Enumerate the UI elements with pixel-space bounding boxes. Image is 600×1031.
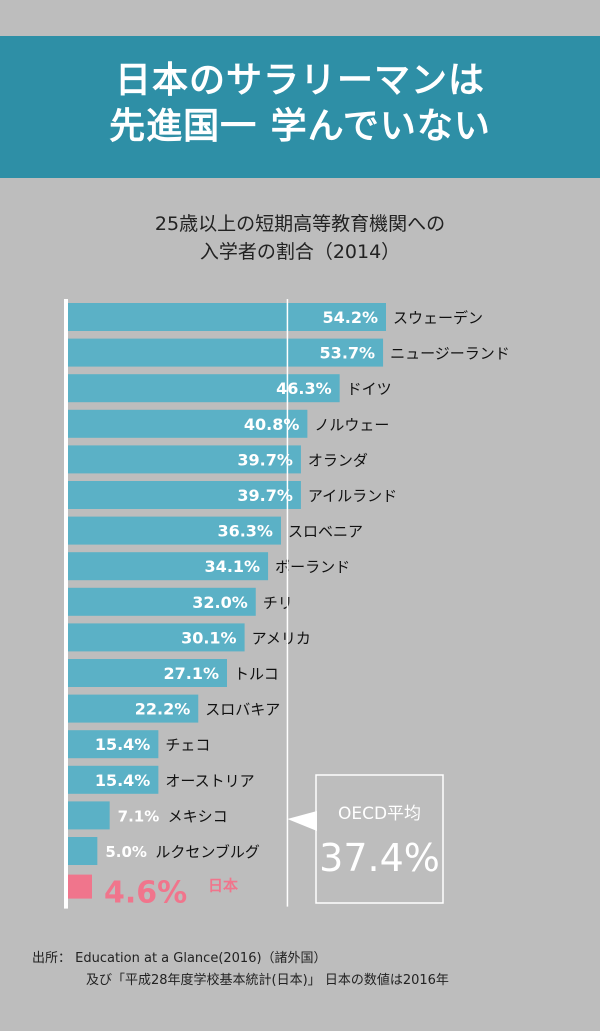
category-label-14: メキシコ [168, 807, 228, 825]
bar-5 [68, 481, 301, 509]
source-note: 出所： Education at a Glance(2016)（諸外国） 及び「… [32, 948, 449, 992]
value-label-japan: 4.6% [104, 876, 187, 911]
value-label-5: 39.7% [237, 486, 293, 505]
bar-4 [68, 445, 301, 474]
value-label-0: 54.2% [322, 308, 378, 327]
category-label-0: スウェーデン [393, 309, 483, 327]
value-label-13: 15.4% [95, 771, 151, 790]
bar-3 [68, 409, 308, 438]
value-label-12: 15.4% [95, 735, 151, 754]
value-label-2: 46.3% [276, 379, 332, 398]
value-label-1: 53.7% [320, 344, 376, 363]
bar-9 [68, 623, 245, 652]
category-label-3: ノルウェー [314, 416, 389, 434]
category-label-7: ポーランド [275, 558, 350, 576]
bar-12 [68, 730, 159, 759]
value-label-14: 7.1% [118, 807, 160, 825]
bar-14 [68, 801, 110, 830]
subtitle-line-2: 入学者の割合（2014） [199, 241, 401, 263]
category-label-6: スロベニア [288, 523, 363, 541]
bar-13 [68, 765, 159, 794]
bar-11 [68, 694, 199, 723]
title-line-2: 先進国一 学んでいない [109, 106, 491, 147]
bar-15 [68, 837, 98, 865]
value-label-10: 27.1% [163, 664, 219, 683]
category-label-12: チェコ [165, 736, 210, 754]
category-label-11: スロバキア [205, 701, 280, 719]
category-label-8: チリ [263, 594, 293, 612]
oecd-average-value: 37.4% [319, 836, 440, 880]
value-label-9: 30.1% [181, 628, 237, 647]
bar-0 [68, 303, 386, 331]
y-axis-line [64, 299, 68, 909]
source-line-1: 出所： Education at a Glance(2016)（諸外国） [32, 951, 327, 966]
value-label-6: 36.3% [217, 522, 273, 541]
category-label-1: ニュージーランド [390, 345, 510, 363]
oecd-callout-box [315, 774, 444, 904]
bar-2 [68, 374, 340, 403]
chart-subtitle: 25歳以上の短期高等教育機関への 入学者の割合（2014） [0, 210, 600, 266]
bar-chart: 54.2% スウェーデン 53.7% ニュージーランド 46.3% ドイツ 40.8% ノルウ… [64, 299, 510, 911]
category-label-9: アメリカ [252, 629, 311, 647]
source-line-2: 及び「平成28年度学校基本統計(日本)」 日本の数値は2016年 [86, 973, 449, 988]
value-label-4: 39.7% [237, 450, 293, 469]
subtitle-line-1: 25歳以上の短期高等教育機関への [154, 213, 446, 235]
category-label-4: オランダ [308, 451, 368, 469]
oecd-average-label: OECD平均 [338, 804, 421, 824]
value-label-8: 32.0% [192, 593, 248, 612]
oecd-callout-pointer [287, 811, 317, 831]
bar-6 [68, 516, 281, 545]
category-label-10: トルコ [234, 665, 279, 683]
bar-japan [68, 874, 92, 899]
bar-7 [68, 552, 269, 581]
bar-8 [68, 587, 256, 616]
bar-10 [68, 659, 227, 687]
value-label-15: 5.0% [105, 843, 147, 861]
category-label-5: アイルランド [308, 487, 397, 505]
value-label-11: 22.2% [135, 700, 191, 719]
category-label-2: ドイツ [347, 380, 392, 398]
title-line-1: 日本のサラリーマンは [114, 60, 485, 101]
category-label-13: オーストリア [165, 772, 254, 790]
bar-1 [68, 338, 384, 367]
title-banner: 日本のサラリーマンは 先進国一 学んでいない [0, 36, 600, 178]
value-label-7: 34.1% [205, 557, 261, 576]
category-label-japan: 日本 [208, 877, 238, 895]
value-label-3: 40.8% [244, 415, 300, 434]
category-label-15: ルクセンブルグ [155, 843, 260, 861]
